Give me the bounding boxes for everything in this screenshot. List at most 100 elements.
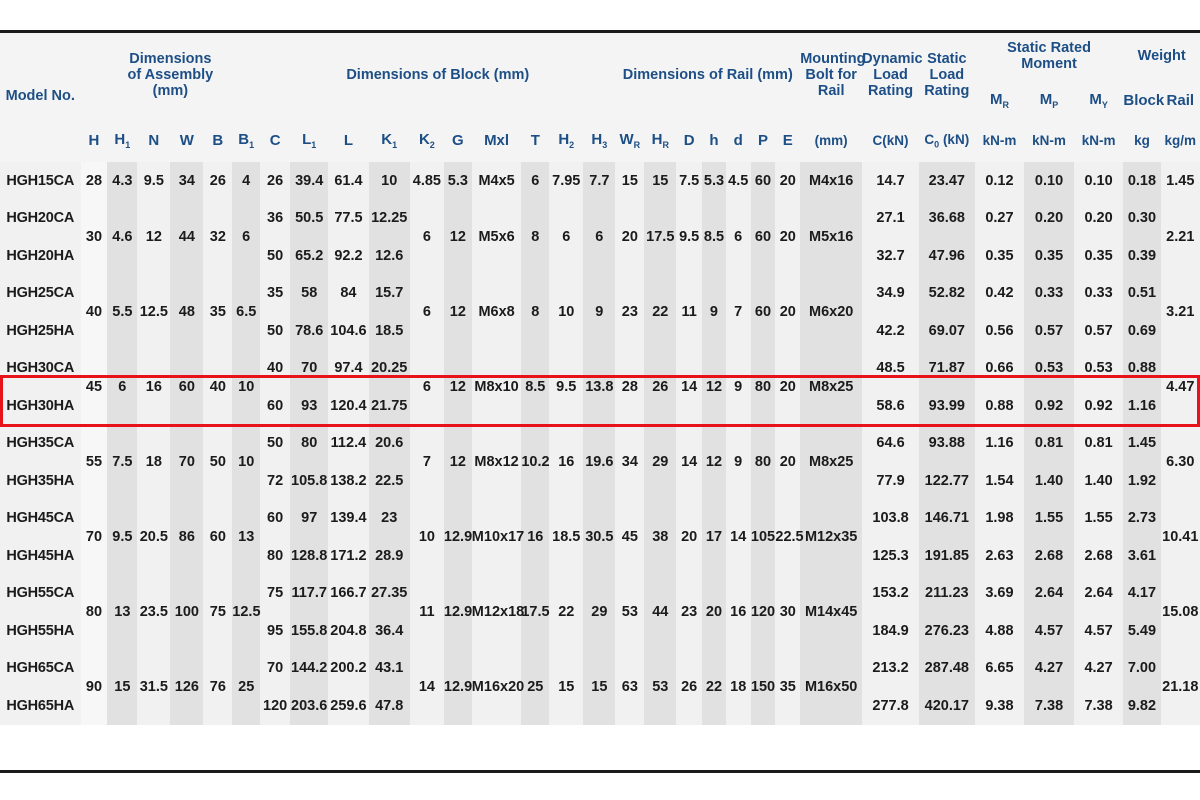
cell-model-no: HGH45CA	[0, 499, 81, 537]
cell-h: 8.5	[702, 199, 726, 275]
cell-k1: 18.5	[368, 312, 410, 350]
cell-d: 9	[725, 349, 751, 425]
cell-l1: 78.6	[290, 312, 329, 350]
cell-block_kg: 0.18	[1123, 162, 1161, 200]
cell-h3: 19.6	[583, 424, 616, 500]
cell-my: 0.20	[1073, 199, 1124, 237]
cell-h1: 9.5	[107, 499, 138, 575]
header-group-row: Model No. Dimensions of Assembly (mm) Dimens…	[0, 30, 1200, 162]
cell-model-no: HGH35CA	[0, 424, 81, 462]
cell-t: 8	[521, 199, 550, 275]
linear-guide-spec-table: Model No. Dimensions of Assembly (mm) Dimens…	[0, 30, 1200, 725]
cell-c: 40	[260, 349, 291, 387]
cell-c: 70	[260, 649, 291, 687]
cell-block_kg: 1.16	[1123, 387, 1161, 425]
cell-b1: 10	[232, 349, 261, 425]
cell-h2: 22	[549, 574, 584, 650]
cell-t: 8	[521, 274, 550, 350]
cell-bolt: M8x25	[800, 349, 863, 425]
cell-c: 35	[260, 274, 291, 312]
col-header-weight-rail: Rail	[1160, 82, 1200, 120]
cell-b: 35	[203, 274, 233, 350]
top-border-rule	[0, 30, 1200, 33]
cell-block_kg: 0.88	[1123, 349, 1161, 387]
cell-b: 50	[203, 424, 233, 500]
col-group-static-load-rating: Static Load Rating	[918, 30, 975, 120]
col-group-mounting-bolt-for-rail: Mounting Bolt for Rail	[800, 30, 865, 120]
table-row: HGH30HA 60 93 120.4 21.75 58.6 93.99 0.88 0.92 0.…	[0, 387, 1200, 425]
cell-g: 5.3	[443, 162, 472, 200]
col-header-rail_kgm: kg/m	[1160, 120, 1200, 162]
cell-mr: 0.27	[974, 199, 1025, 237]
cell-l1: 50.5	[290, 199, 329, 237]
cell-n: 18	[137, 424, 171, 500]
cell-ckn: 277.8	[862, 687, 919, 725]
cell-l: 104.6	[328, 312, 369, 350]
cell-bolt: M6x20	[800, 274, 863, 350]
cell-d: 9	[725, 424, 751, 500]
cell-h2: 18.5	[549, 499, 584, 575]
cell-k1: 20.6	[368, 424, 410, 462]
col-header-w: W	[170, 120, 204, 162]
cell-h: 12	[702, 349, 726, 425]
cell-p: 150	[750, 649, 776, 725]
cell-l1: 39.4	[290, 162, 329, 200]
cell-l1: 155.8	[290, 612, 329, 650]
cell-model-no: HGH15CA	[0, 162, 81, 200]
cell-mxl: M16x20	[471, 649, 524, 725]
cell-model-no: HGH65CA	[0, 649, 81, 687]
cell-c0kn: 47.96	[918, 237, 975, 275]
cell-w: 126	[170, 649, 204, 725]
cell-ckn: 58.6	[862, 387, 919, 425]
cell-k1: 47.8	[368, 687, 410, 725]
cell-e: 22.5	[775, 499, 804, 575]
cell-w: 48	[170, 274, 204, 350]
col-group-dimensions-of-block: Dimensions of Block (mm)	[260, 30, 616, 120]
cell-c: 60	[260, 499, 291, 537]
cell-c0kn: 276.23	[918, 612, 975, 650]
cell-rail_kgm: 10.41	[1160, 499, 1200, 575]
cell-h: 30	[80, 199, 108, 275]
cell-my: 4.57	[1073, 612, 1124, 650]
cell-g: 12	[443, 199, 472, 275]
cell-block_kg: 1.45	[1123, 424, 1161, 462]
cell-e: 20	[775, 199, 801, 275]
cell-k2: 6	[409, 349, 444, 425]
cell-mr: 2.63	[974, 537, 1025, 575]
cell-d: 7	[725, 274, 751, 350]
cell-my: 0.10	[1073, 162, 1124, 200]
cell-mr: 0.42	[974, 274, 1025, 312]
cell-b: 60	[203, 499, 233, 575]
cell-hr: 53	[644, 649, 677, 725]
cell-d: 26	[676, 649, 703, 725]
cell-k2: 6	[409, 274, 444, 350]
cell-h2: 7.95	[549, 162, 584, 200]
cell-k1: 12.25	[368, 199, 410, 237]
cell-b1: 6	[232, 199, 261, 275]
cell-h1: 6	[107, 349, 138, 425]
cell-g: 12.9	[443, 649, 472, 725]
cell-h: 20	[702, 574, 726, 650]
cell-mxl: M8x10	[471, 349, 522, 425]
cell-h: 5.3	[702, 162, 726, 200]
cell-hr: 17.5	[644, 199, 677, 275]
cell-mp: 1.55	[1024, 499, 1074, 537]
cell-block_kg: 1.92	[1123, 462, 1161, 500]
cell-mp: 0.53	[1024, 349, 1074, 387]
cell-n: 12	[137, 199, 171, 275]
cell-l1: 93	[290, 387, 329, 425]
col-header-b1: B1	[232, 120, 261, 162]
cell-c0kn: 420.17	[918, 687, 975, 725]
cell-d: 16	[725, 574, 751, 650]
cell-block_kg: 7.00	[1123, 649, 1161, 687]
cell-ckn: 125.3	[862, 537, 919, 575]
cell-ckn: 42.2	[862, 312, 919, 350]
cell-c0kn: 146.71	[918, 499, 975, 537]
cell-l: 112.4	[328, 424, 369, 462]
cell-ckn: 213.2	[862, 649, 919, 687]
cell-c0kn: 93.88	[918, 424, 975, 462]
col-header-mr: MR	[974, 82, 1025, 120]
cell-wr: 63	[615, 649, 645, 725]
cell-c0kn: 36.68	[918, 199, 975, 237]
